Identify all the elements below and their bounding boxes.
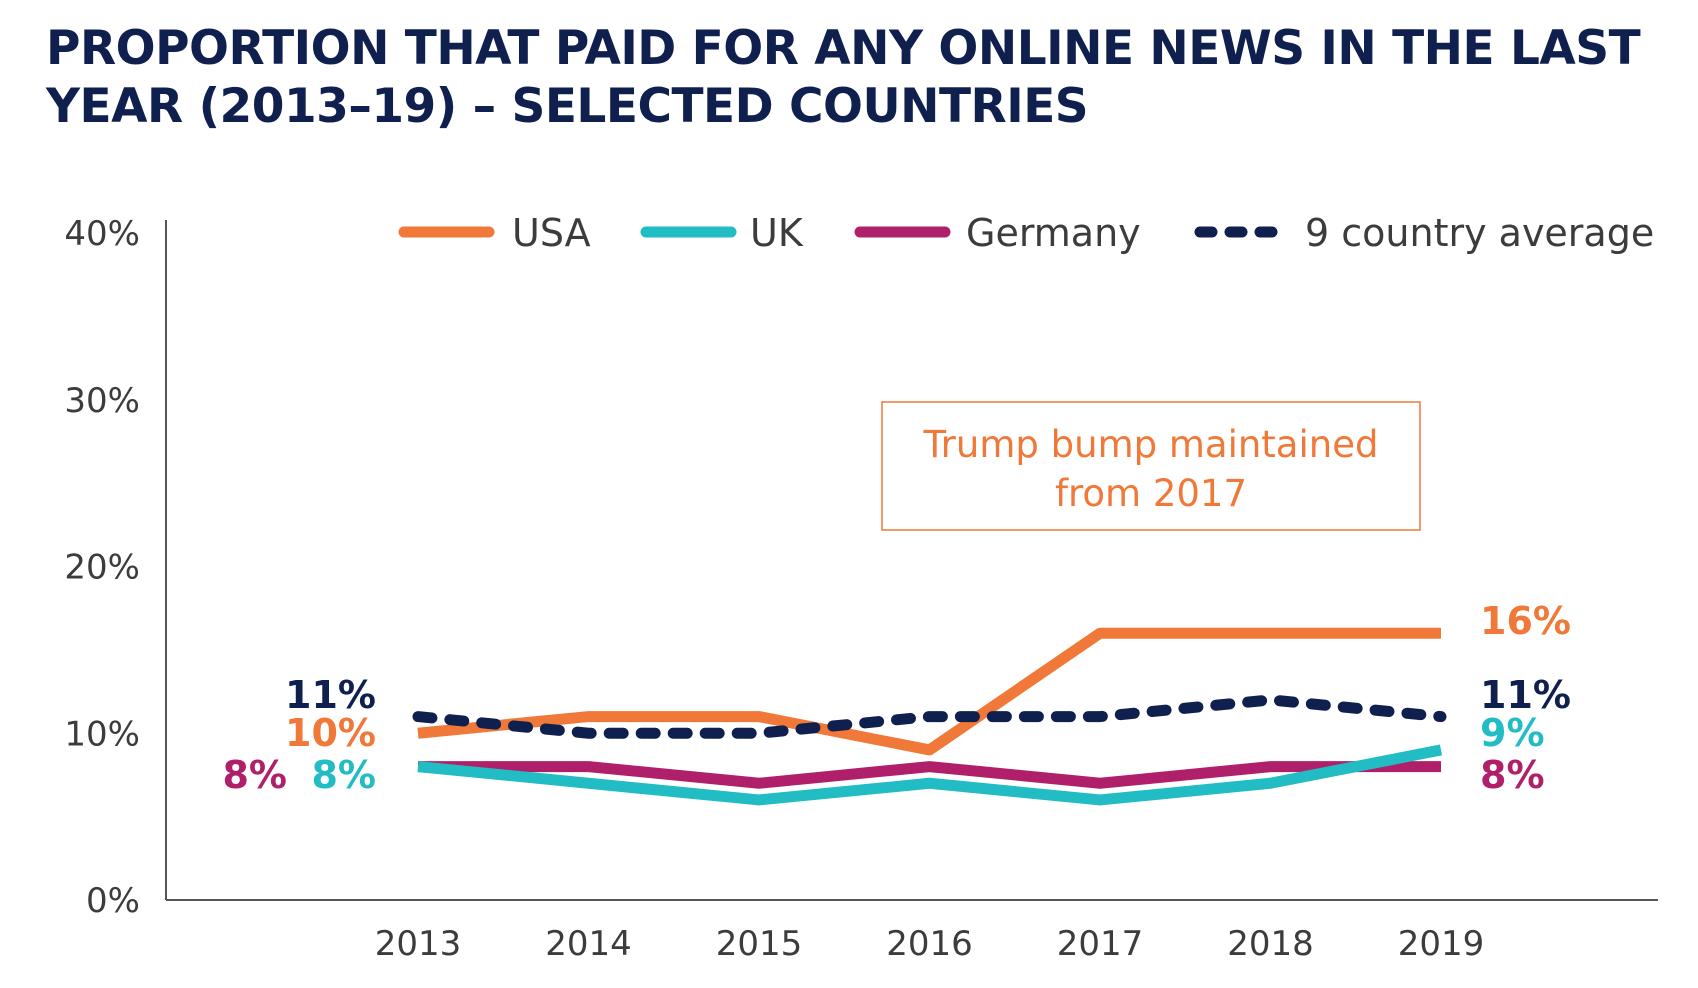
y-tick-label: 10%: [64, 714, 140, 754]
x-tick-labels: 2013 2014 2015 2016 2017 2018 2019: [375, 924, 1485, 964]
legend-label: USA: [512, 211, 591, 255]
legend-label: UK: [750, 211, 804, 255]
chart-title: PROPORTION THAT PAID FOR ANY ONLINE NEWS…: [46, 21, 1641, 134]
y-tick-label: 30%: [64, 381, 140, 421]
data-labels: 11%10%8%8%16%11%9%8%: [222, 599, 1570, 797]
end-label: 11%: [1480, 673, 1571, 717]
series-line-9-country-average: [412, 694, 1447, 739]
annotation-border: [881, 401, 1421, 531]
x-tick-label: 2013: [375, 924, 462, 964]
annotation-text: Trump bump maintained: [923, 423, 1379, 466]
x-tick-label: 2015: [716, 924, 803, 964]
x-tick-label: 2019: [1398, 924, 1485, 964]
series-line-germany: [418, 761, 1441, 789]
x-tick-label: 2016: [886, 924, 973, 964]
y-tick-label: 0%: [86, 881, 140, 921]
legend-label: 9 country average: [1305, 211, 1654, 255]
y-tick-label: 40%: [64, 214, 140, 254]
start-label: 10%: [285, 711, 376, 755]
start-label: 11%: [285, 673, 376, 717]
x-tick-label: 2018: [1227, 924, 1314, 964]
x-tick-label: 2014: [545, 924, 632, 964]
end-label: 9%: [1480, 711, 1545, 755]
annotation-text: from 2017: [1055, 472, 1247, 515]
legend-label: Germany: [966, 211, 1141, 255]
axes: [165, 220, 1658, 901]
series-line-usa: [417, 627, 1441, 756]
end-label: 16%: [1480, 599, 1571, 643]
end-label: 8%: [1480, 753, 1545, 797]
y-tick-labels: 0% 10% 20% 30% 40%: [64, 214, 140, 921]
x-tick-label: 2017: [1057, 924, 1144, 964]
annotation-box: Trump bump maintained from 2017: [881, 401, 1421, 531]
series-lines: [412, 627, 1447, 806]
series-line-uk: [417, 744, 1443, 806]
start-label: 8%: [311, 753, 376, 797]
start-label: 8%: [222, 753, 287, 797]
y-tick-label: 20%: [64, 548, 140, 588]
legend: USA UK Germany 9 country average: [398, 211, 1654, 255]
